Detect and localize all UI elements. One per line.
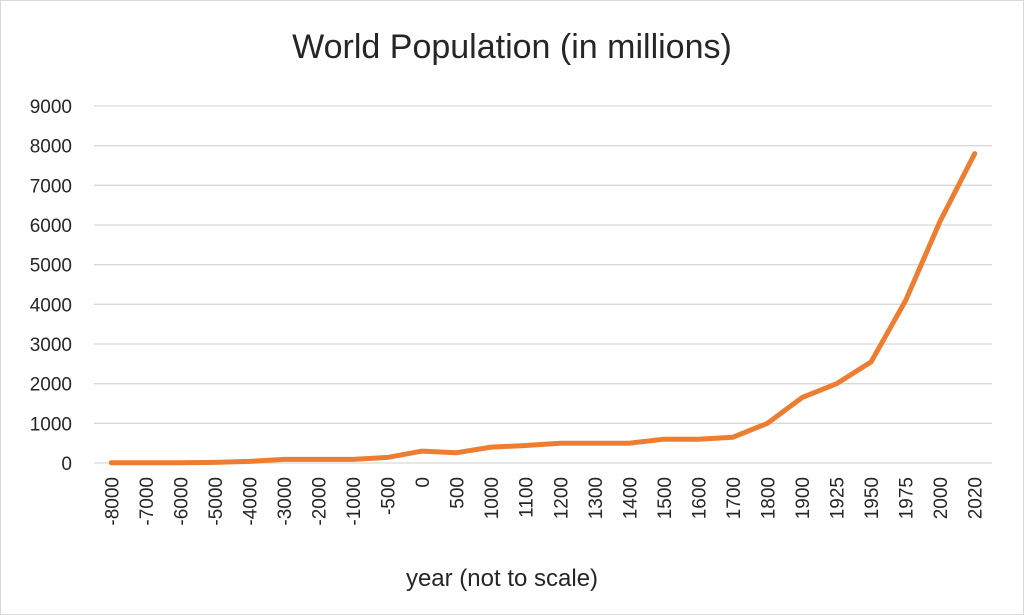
x-tick-label: 1700 — [724, 477, 745, 519]
x-tick-label: 1000 — [482, 477, 503, 519]
x-tick-label: 2000 — [931, 477, 952, 519]
x-tick-label: 2020 — [966, 477, 987, 519]
x-tick-label: 0 — [413, 477, 434, 488]
x-tick-label: 1950 — [862, 477, 883, 519]
gridlines — [94, 105, 992, 464]
y-tick-label: 2000 — [30, 375, 72, 396]
x-tick-label: 1800 — [759, 477, 780, 519]
x-tick-label: 1600 — [689, 477, 710, 519]
x-tick-label: -6000 — [171, 477, 192, 526]
x-tick-label: 1500 — [655, 477, 676, 519]
x-axis-label: year (not to scale) — [406, 565, 598, 592]
x-tick-label: -5000 — [206, 477, 227, 526]
x-tick-label: 1975 — [897, 477, 918, 519]
y-tick-label: 0 — [61, 454, 72, 475]
y-tick-label: 3000 — [30, 335, 72, 356]
chart-title: World Population (in millions) — [292, 28, 732, 66]
y-tick-label: 8000 — [30, 137, 72, 158]
y-tick-label: 5000 — [30, 256, 72, 277]
y-tick-label: 6000 — [30, 216, 72, 237]
x-tick-label: 500 — [448, 477, 469, 509]
x-tick-label: 1300 — [586, 477, 607, 519]
x-tick-label: -500 — [379, 477, 400, 515]
y-tick-label: 9000 — [30, 97, 72, 118]
y-tick-label: 7000 — [30, 176, 72, 197]
x-tick-label: -3000 — [275, 477, 296, 526]
y-axis-ticks: 0 1000 2000 3000 4000 5000 6000 7000 8000 9000 — [30, 97, 72, 475]
x-tick-label: 1400 — [620, 477, 641, 519]
x-tick-label: 1925 — [828, 477, 849, 519]
x-tick-label: -8000 — [102, 477, 123, 526]
series-line — [108, 151, 978, 466]
x-axis-ticks: -8000 -7000 -6000 -5000 -4000 -3000 -2000 -1000… — [102, 477, 986, 526]
series-layer — [108, 151, 978, 466]
x-tick-label: 1200 — [551, 477, 572, 519]
x-tick-label: 1100 — [517, 477, 538, 518]
x-tick-label: -7000 — [137, 477, 158, 526]
x-tick-label: -4000 — [240, 477, 261, 526]
x-tick-label: -2000 — [310, 477, 331, 526]
x-tick-label: 1900 — [793, 477, 814, 519]
x-tick-label: -1000 — [344, 477, 365, 526]
y-tick-label: 4000 — [30, 295, 72, 316]
y-tick-label: 1000 — [30, 414, 72, 435]
